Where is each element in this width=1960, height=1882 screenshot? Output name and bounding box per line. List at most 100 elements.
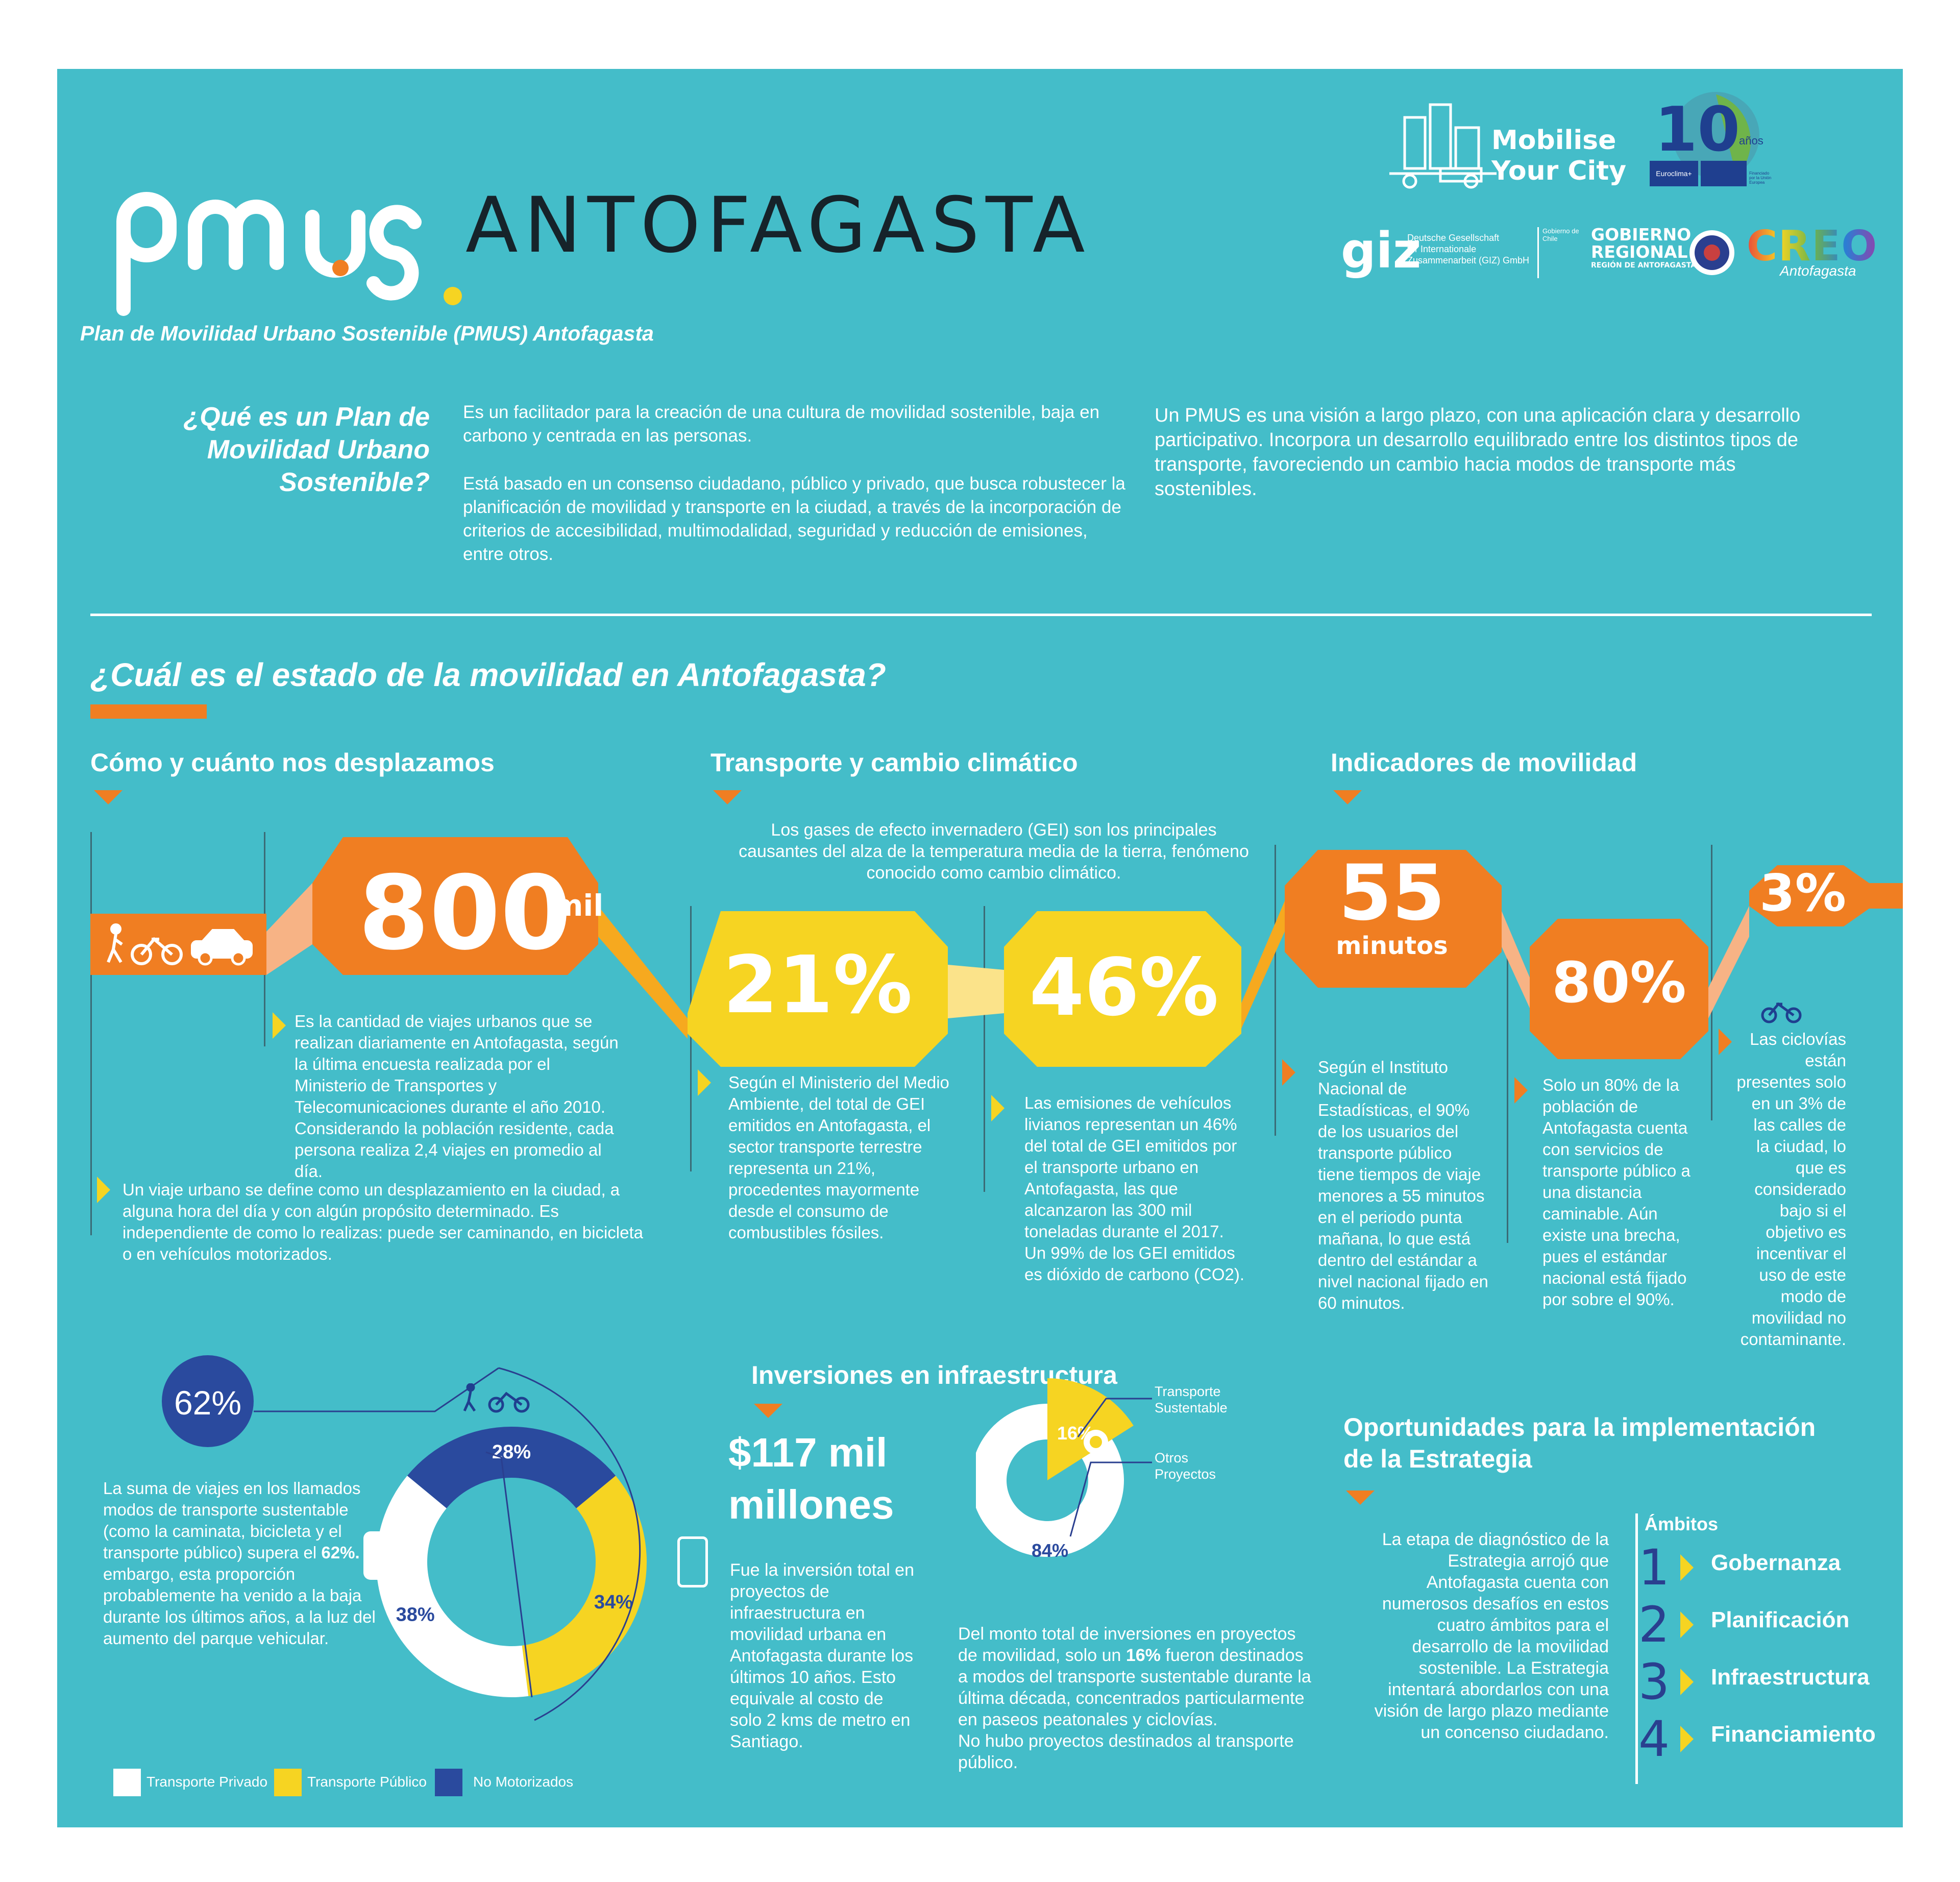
ambito-number: 4 <box>1638 1710 1670 1768</box>
stat-62-circle <box>162 1355 254 1447</box>
divider-line <box>984 906 985 1192</box>
title-underline <box>90 704 207 719</box>
intro-paragraph-1: Es un facilitador para la creación de un… <box>463 402 1100 446</box>
inversion-desc2-a: Del monto total de inversiones en proyec… <box>958 1624 1296 1665</box>
col3-arrow-icon <box>1333 790 1362 804</box>
label-otros: Otros Proyectos <box>1155 1450 1216 1482</box>
section-divider <box>90 614 1872 616</box>
euroclima-label: Euroclima+ <box>1650 161 1698 186</box>
bullet-arrow-icon <box>273 1012 286 1039</box>
bullet-arrow-icon <box>1282 1059 1295 1086</box>
donut-slice-transporte-sustentable <box>1047 1378 1134 1480</box>
legend-privado: Transporte Privado <box>146 1774 268 1790</box>
desc-55: Según el Instituto Nacional de Estadísti… <box>1318 1058 1488 1312</box>
ambito-infraestructura: Infraestructura <box>1711 1665 1870 1690</box>
callout-line <box>1069 1461 1152 1537</box>
donut-slice-otros-proyectos <box>976 1404 1124 1557</box>
mobilise-city-icon <box>1389 97 1502 191</box>
stat-80: 80% <box>1552 950 1686 1015</box>
ambito-number: 3 <box>1638 1653 1670 1710</box>
bicycle-icon <box>1761 1002 1802 1023</box>
eu-flag-icon <box>1701 161 1747 186</box>
gob-line2: REGIONAL <box>1591 242 1688 262</box>
col3-title: Indicadores de movilidad <box>1331 748 1637 777</box>
pmus-logo <box>116 192 462 316</box>
infographic-panel: ANTOFAGASTA Plan de Movilidad Urbano Sos… <box>57 69 1903 1827</box>
legend-swatch-publico <box>274 1769 302 1796</box>
ambito-planificacion: Planificación <box>1711 1607 1850 1632</box>
stat-62: 62% <box>174 1384 242 1422</box>
gob-divider <box>1537 227 1539 278</box>
donut-label: 34% <box>594 1592 633 1613</box>
legend-swatch-privado <box>113 1769 141 1796</box>
desc-46: Las emisiones de vehículos livianos repr… <box>1024 1093 1245 1284</box>
donut-label: 38% <box>396 1604 435 1626</box>
gob-line1: GOBIERNO <box>1591 225 1692 245</box>
oportunidades-title-line2: de la Estrategia <box>1343 1445 1532 1473</box>
desc-800: Es la cantidad de viajes urbanos que se … <box>295 1012 619 1181</box>
legend-publico: Transporte Público <box>307 1774 427 1790</box>
bullet-arrow-icon <box>698 1069 711 1096</box>
ambito-number: 1 <box>1638 1539 1670 1596</box>
callout-line <box>1077 1398 1152 1437</box>
divider-line <box>1507 932 1508 1243</box>
intro-paragraph-2: Está basado en un consenso ciudadano, pú… <box>463 474 1125 564</box>
walk-bike-icon <box>463 1383 530 1413</box>
ambito-arrow-icon <box>1680 1669 1694 1695</box>
donut-label: 28% <box>492 1441 531 1463</box>
city-title: ANTOFAGASTA <box>465 181 1091 270</box>
donut-slice-transporte-privado <box>376 1476 529 1697</box>
euroclima-funded: Financiado por la Unión Europea <box>1749 171 1772 185</box>
gob-line3: REGIÓN DE ANTOFAGASTA <box>1591 261 1697 270</box>
inversion-desc2-b: 16% <box>1125 1646 1161 1665</box>
col1-title: Cómo y cuánto nos desplazamos <box>90 748 495 777</box>
leaf-icon <box>1084 1430 1108 1454</box>
stat-800-unit: mil <box>552 888 604 923</box>
inversion-amount: $117 mil millones <box>728 1430 894 1527</box>
creo-logo: CREO <box>1747 222 1878 271</box>
callout-line <box>498 1367 641 1721</box>
callout-line <box>254 1367 499 1412</box>
stats-ribbon <box>90 837 1903 1067</box>
intro-question: ¿Qué es un Plan de Movilidad Urbano Sost… <box>183 402 430 497</box>
desc-62-b: 62%. <box>321 1543 360 1562</box>
bus-icon <box>677 1536 708 1587</box>
bullet-arrow-icon <box>991 1095 1004 1121</box>
euroclima-years: años <box>1739 134 1763 147</box>
legend-swatch-nomotorizados <box>435 1769 462 1796</box>
inversion-desc: Fue la inversión total en proyectos de i… <box>730 1560 914 1751</box>
stat-21: 21% <box>723 939 913 1031</box>
ambito-financiamiento: Financiamiento <box>1711 1722 1876 1747</box>
divider-line <box>1275 845 1276 1136</box>
desc-21: Según el Ministerio del Medio Ambiente, … <box>728 1073 949 1242</box>
page-subtitle: Plan de Movilidad Urbano Sostenible (PMU… <box>80 322 654 345</box>
ambitos-title: Ámbitos <box>1645 1513 1718 1534</box>
oportunidades-arrow-icon <box>1346 1490 1375 1505</box>
oportunidades-desc: La etapa de diagnóstico de la Estrategia… <box>1374 1530 1609 1742</box>
modal-split-donut: 28% 34% 38% <box>254 1367 647 1721</box>
ambito-arrow-icon <box>1680 1554 1694 1581</box>
desc-3: Las ciclovías están presentes solo en un… <box>1736 1030 1846 1349</box>
giz-line1: Deutsche Gesellschaft <box>1407 233 1500 243</box>
ambito-arrow-icon <box>1680 1726 1694 1752</box>
inversion-desc2-d: No hubo proyectos destinados al transpor… <box>958 1731 1294 1772</box>
giz-text: Deutsche Gesellschaft für Internationale… <box>1407 232 1529 266</box>
euroclima-number: 10 <box>1655 94 1740 165</box>
donut-label: 84% <box>1032 1540 1068 1561</box>
stat-3: 3% <box>1759 863 1846 923</box>
stat-800: 800 <box>358 854 572 973</box>
creo-sub: Antofagasta <box>1780 263 1856 279</box>
mobilise-logo-text: Mobilise Your City <box>1491 125 1626 186</box>
giz-line2: für Internationale <box>1407 244 1477 254</box>
legend-nomotorizados: No Motorizados <box>473 1774 574 1790</box>
inversiones-arrow-icon <box>754 1404 782 1418</box>
estado-title: ¿Cuál es el estado de la movilidad en An… <box>90 656 886 693</box>
inversion-donut: 16%84% <box>976 1378 1152 1561</box>
intro-paragraph-3: Un PMUS es una visión a largo plazo, con… <box>1155 405 1801 500</box>
col2-title: Transporte y cambio climático <box>710 748 1078 777</box>
bullet-arrow-icon <box>1514 1077 1528 1104</box>
transport-modes-icons <box>101 921 264 967</box>
donut-slice-no-motorizados <box>407 1427 616 1508</box>
divider-line <box>90 832 92 1235</box>
gob-small: Gobierno de Chile <box>1542 227 1579 242</box>
